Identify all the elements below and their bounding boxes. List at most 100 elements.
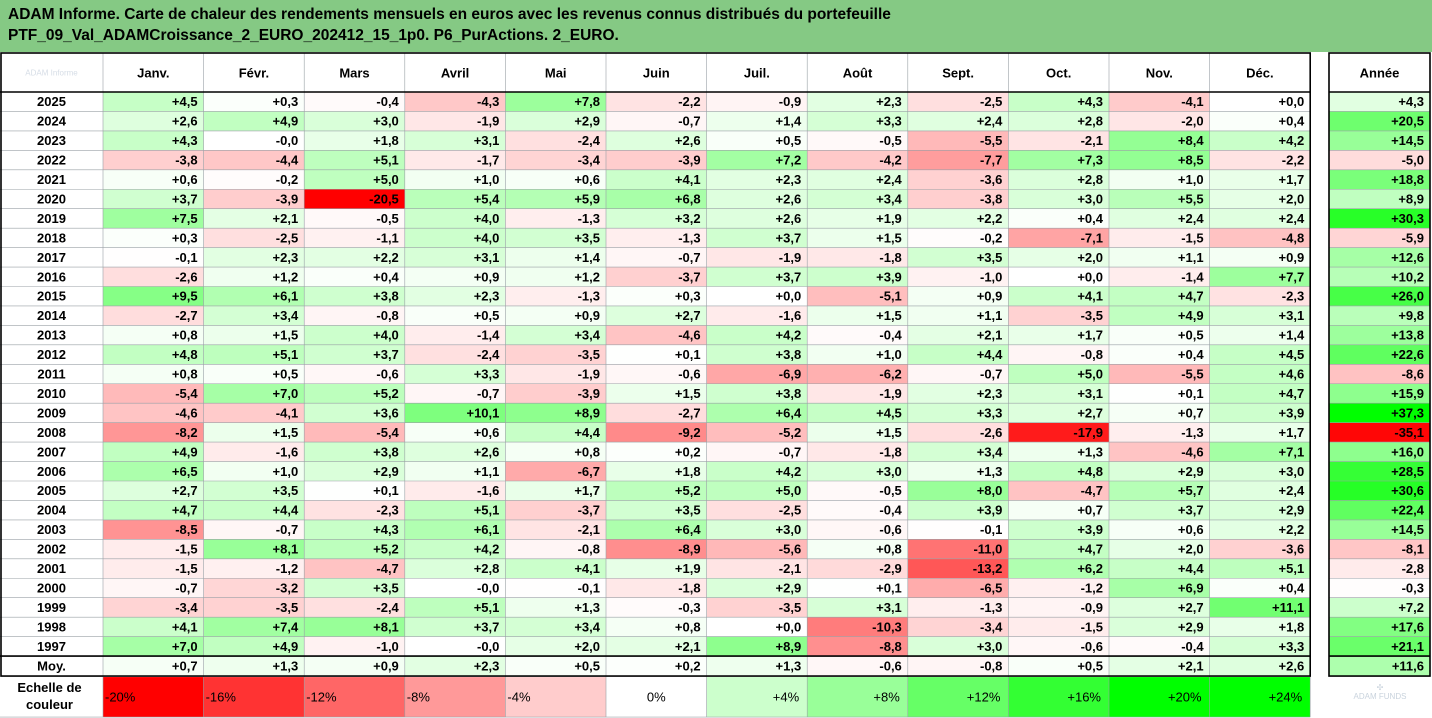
heat-cell: [907, 228, 1009, 248]
cell-value: +7,2: [776, 153, 802, 168]
heat-cell: [103, 305, 204, 326]
heat-cell: [1209, 150, 1311, 170]
cell-value: +2,2: [977, 211, 1003, 226]
cell-value: +4,2: [776, 464, 802, 479]
cell-value: +2,6: [172, 114, 198, 129]
cell-value: -2,1: [779, 561, 801, 576]
cell-value: +3,8: [373, 289, 399, 304]
heat-cell: [606, 247, 707, 268]
cell-value: +4,4: [977, 347, 1003, 362]
heat-cell: [606, 286, 707, 306]
heat-cell: [203, 383, 305, 404]
heat-cell: [1109, 150, 1210, 170]
corner-label: ADAM Informe: [25, 69, 78, 78]
heat-cell: [203, 403, 305, 423]
heat-cell: [103, 558, 204, 579]
average-cell: [203, 656, 305, 677]
heat-cell: [1209, 617, 1311, 637]
heat-cell: [807, 208, 908, 229]
annual-cell: [1329, 169, 1430, 190]
column-header: Nov.: [1146, 66, 1173, 81]
annual-value: +22,6: [1391, 347, 1424, 362]
cell-value: +2,8: [1077, 114, 1103, 129]
heat-cell: [807, 519, 908, 540]
cell-value: +2,3: [474, 289, 500, 304]
heat-cell: [505, 267, 606, 287]
cell-value: -3,8: [175, 153, 197, 168]
cell-value: -2,6: [980, 425, 1002, 440]
heat-cell: [1008, 461, 1109, 481]
heat-cell: [505, 617, 606, 637]
heat-cell: [1209, 267, 1311, 287]
cell-value: +1,1: [474, 464, 500, 479]
cell-value: +2,6: [776, 191, 802, 206]
scale-stop-label: +24%: [1269, 690, 1303, 705]
heat-cell: [203, 267, 305, 287]
cell-value: +0,7: [1178, 405, 1204, 420]
cell-value: +7,0: [172, 639, 198, 654]
annual-header: Année: [1360, 66, 1400, 81]
heat-cell: [103, 461, 204, 481]
annual-cell: [1329, 539, 1430, 559]
cell-value: +2,6: [776, 211, 802, 226]
heat-cell: [304, 617, 405, 637]
heat-cell: [706, 111, 808, 131]
cell-value: +2,4: [876, 172, 902, 187]
cell-value: +6,1: [273, 289, 299, 304]
row-year-label: 2000: [37, 580, 66, 595]
heat-cell: [404, 597, 506, 618]
heat-cell: [907, 558, 1009, 579]
heat-cell: [203, 286, 305, 306]
cell-value: -0,5: [376, 211, 398, 226]
cell-value: +4,5: [1279, 347, 1305, 362]
cell-value: -4,8: [1282, 230, 1304, 245]
annual-value: +37,3: [1391, 405, 1424, 420]
heat-cell: [606, 558, 707, 579]
heat-cell: [304, 247, 405, 268]
heat-cell: [706, 189, 808, 209]
heat-cell: [606, 519, 707, 540]
annual-value: +4,3: [1398, 94, 1424, 109]
heat-cell: [1209, 481, 1311, 501]
cell-value: -8,9: [678, 542, 700, 557]
cell-value: +5,0: [776, 483, 802, 498]
heat-cell: [1008, 267, 1109, 287]
cell-value: +0,8: [876, 542, 902, 557]
heat-cell: [807, 169, 908, 190]
scale-label-line-1: Echelle de: [17, 680, 81, 695]
cell-value: +3,9: [876, 269, 902, 284]
heat-cell: [1109, 169, 1210, 190]
cell-value: -1,3: [578, 289, 600, 304]
cell-value: -3,4: [175, 600, 198, 615]
heat-cell: [706, 597, 808, 618]
heat-cell: [103, 636, 204, 657]
heat-cell: [103, 325, 204, 345]
heat-cell: [505, 383, 606, 404]
cell-value: +5,9: [574, 191, 600, 206]
cell-value: -13,2: [973, 561, 1003, 576]
heat-cell: [505, 325, 606, 345]
cell-value: +4,4: [1178, 561, 1204, 576]
heat-cell: [807, 247, 908, 268]
annual-cell: [1329, 111, 1430, 131]
cell-value: -2,2: [1282, 153, 1304, 168]
column-header: Avril: [441, 66, 469, 81]
cell-value: +3,3: [977, 405, 1003, 420]
heat-cell: [907, 636, 1009, 657]
heat-cell: [606, 228, 707, 248]
heat-cell: [103, 500, 204, 520]
heat-cell: [1109, 617, 1210, 637]
cell-value: +0,5: [776, 133, 802, 148]
heat-cell: [1109, 247, 1210, 268]
heat-cell: [1109, 189, 1210, 209]
cell-value: -4,4: [276, 153, 299, 168]
heat-cell: [1209, 189, 1311, 209]
heat-cell: [404, 558, 506, 579]
heat-cell: [606, 208, 707, 229]
cell-value: -0,0: [477, 639, 499, 654]
cell-value: +3,3: [1279, 639, 1305, 654]
cell-value: +0,6: [574, 172, 600, 187]
heat-cell: [706, 481, 808, 501]
cell-value: +3,2: [675, 211, 701, 226]
row-year-label: 2008: [37, 425, 66, 440]
